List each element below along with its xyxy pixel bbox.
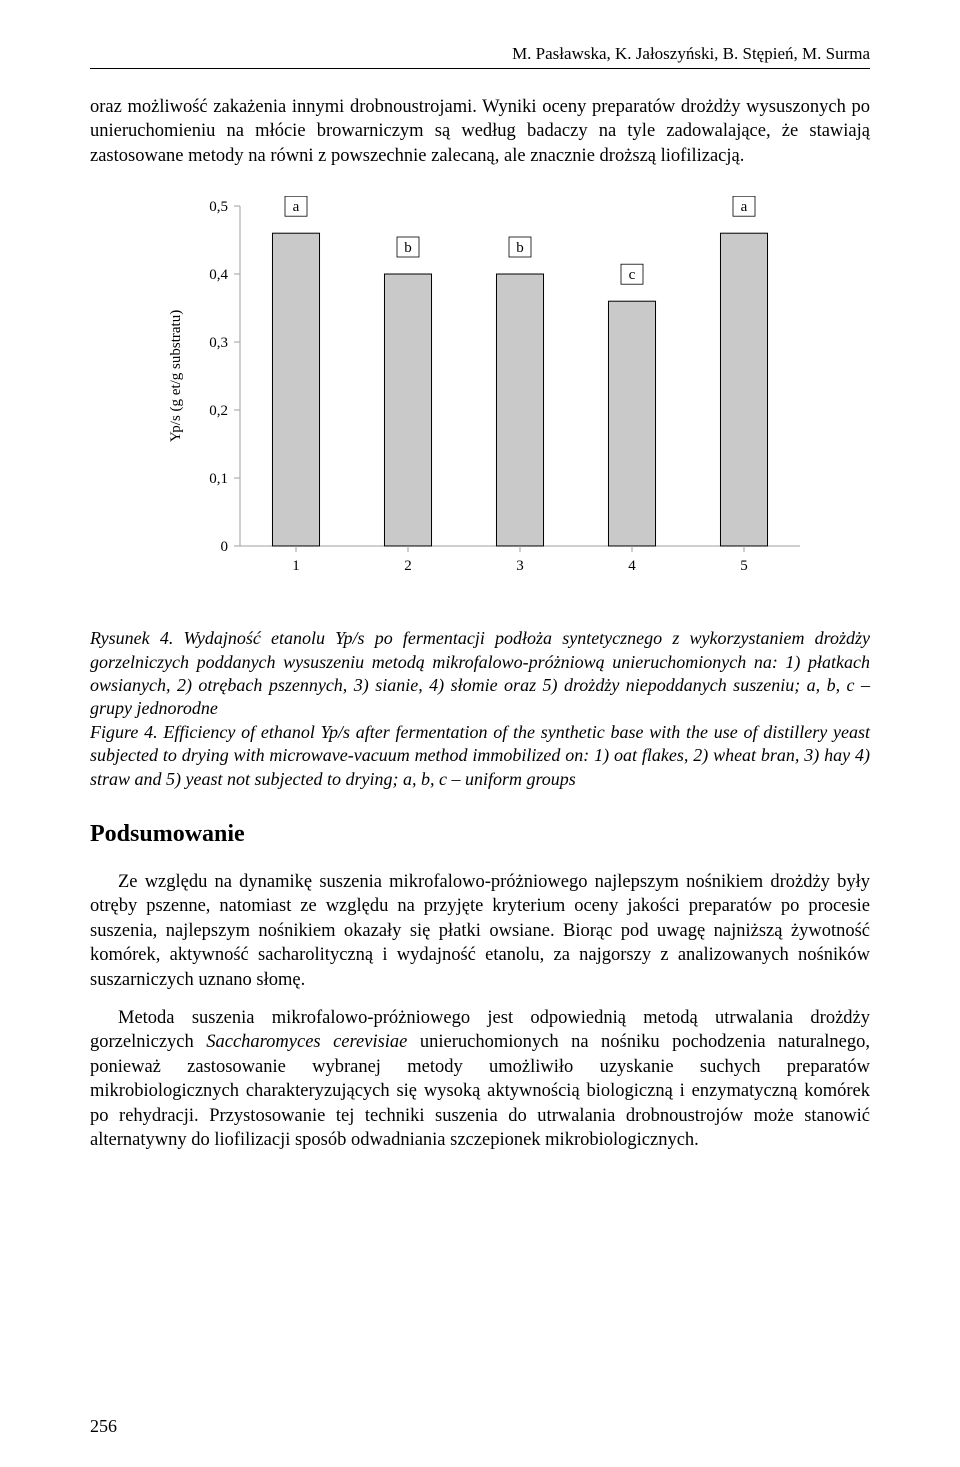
section-heading: Podsumowanie [90, 821, 870, 848]
bar-2 [384, 274, 431, 546]
header-rule [90, 68, 870, 69]
bar-1 [272, 233, 319, 546]
svg-text:3: 3 [516, 558, 524, 574]
svg-text:1: 1 [292, 558, 300, 574]
caption-pl-label: Rysunek 4. [90, 628, 173, 648]
svg-text:a: a [293, 199, 300, 215]
svg-text:b: b [404, 240, 412, 256]
svg-text:2: 2 [404, 558, 412, 574]
svg-text:0,1: 0,1 [209, 471, 228, 487]
svg-text:5: 5 [740, 558, 748, 574]
svg-text:0,2: 0,2 [209, 403, 228, 419]
svg-text:c: c [629, 267, 636, 283]
figure-caption: Rysunek 4. Wydajność etanolu Yp/s po fer… [90, 627, 870, 791]
bar-5 [720, 233, 767, 546]
bar-4 [608, 301, 655, 546]
caption-en-label: Figure 4. [90, 722, 158, 742]
svg-text:a: a [741, 199, 748, 215]
summary-paragraph-1: Ze względu na dynamikę suszenia mikrofal… [90, 870, 870, 992]
svg-text:4: 4 [628, 558, 636, 574]
running-head: M. Pasławska, K. Jałoszyński, B. Stępień… [90, 44, 870, 64]
page: M. Pasławska, K. Jałoszyński, B. Stępień… [0, 0, 960, 1467]
summary-paragraph-2: Metoda suszenia mikrofalowo-próżniowego … [90, 1006, 870, 1152]
caption-en-text: Efficiency of ethanol Yp/s after ferment… [90, 722, 870, 789]
svg-text:b: b [516, 240, 524, 256]
svg-text:0: 0 [221, 539, 229, 555]
page-number: 256 [90, 1416, 117, 1437]
bar-3 [496, 274, 543, 546]
caption-pl-text: Wydajność etanolu Yp/s po fermentacji po… [90, 628, 870, 718]
svg-text:Yp/s (g et/g substratu): Yp/s (g et/g substratu) [168, 310, 184, 442]
intro-paragraph: oraz możliwość zakażenia innymi drobnous… [90, 95, 870, 168]
chart-svg: 0 0,1 0,2 0,3 0,4 0,5 a 1 b 2 b 3 c 4 a 5 Yp/s (g et/g s… [160, 196, 800, 586]
svg-text:0,5: 0,5 [209, 199, 228, 215]
svg-text:0,3: 0,3 [209, 335, 228, 351]
summary-p2-italic: Saccharomyces cerevisiae [206, 1032, 407, 1052]
svg-text:0,4: 0,4 [209, 267, 228, 283]
bar-chart: 0 0,1 0,2 0,3 0,4 0,5 a 1 b 2 b 3 c 4 a 5 Yp/s (g et/g s… [160, 196, 800, 591]
